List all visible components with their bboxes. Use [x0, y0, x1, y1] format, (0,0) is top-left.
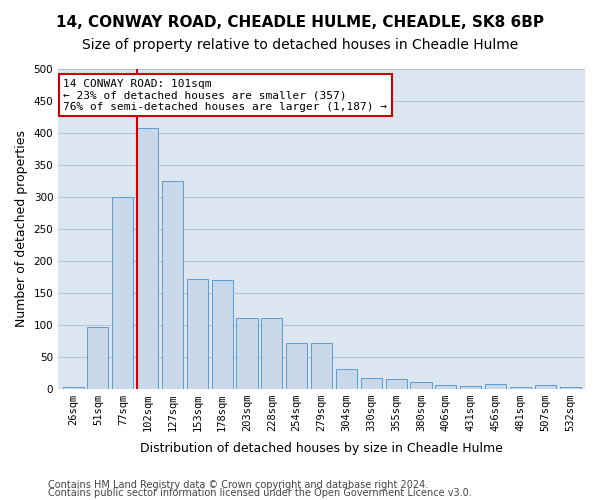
Bar	[137, 128, 158, 388]
Bar	[162, 181, 183, 388]
Bar	[336, 370, 357, 388]
Bar	[262, 318, 283, 388]
Bar	[510, 387, 531, 388]
Text: Contains HM Land Registry data © Crown copyright and database right 2024.: Contains HM Land Registry data © Crown c…	[48, 480, 428, 490]
Bar	[62, 386, 83, 388]
Y-axis label: Number of detached properties: Number of detached properties	[15, 130, 28, 328]
Text: Contains public sector information licensed under the Open Government Licence v3: Contains public sector information licen…	[48, 488, 472, 498]
X-axis label: Distribution of detached houses by size in Cheadle Hulme: Distribution of detached houses by size …	[140, 442, 503, 455]
Bar	[410, 382, 431, 388]
Bar	[560, 387, 581, 388]
Bar	[485, 384, 506, 388]
Bar	[460, 386, 481, 388]
Bar	[236, 318, 257, 388]
Bar	[212, 280, 233, 388]
Bar	[361, 378, 382, 388]
Bar	[88, 326, 109, 388]
Bar	[187, 278, 208, 388]
Text: Size of property relative to detached houses in Cheadle Hulme: Size of property relative to detached ho…	[82, 38, 518, 52]
Bar	[535, 386, 556, 388]
Text: 14 CONWAY ROAD: 101sqm
← 23% of detached houses are smaller (357)
76% of semi-de: 14 CONWAY ROAD: 101sqm ← 23% of detached…	[64, 78, 388, 112]
Text: 14, CONWAY ROAD, CHEADLE HULME, CHEADLE, SK8 6BP: 14, CONWAY ROAD, CHEADLE HULME, CHEADLE,…	[56, 15, 544, 30]
Bar	[386, 379, 407, 388]
Bar	[286, 342, 307, 388]
Bar	[311, 342, 332, 388]
Bar	[112, 197, 133, 388]
Bar	[435, 386, 457, 388]
